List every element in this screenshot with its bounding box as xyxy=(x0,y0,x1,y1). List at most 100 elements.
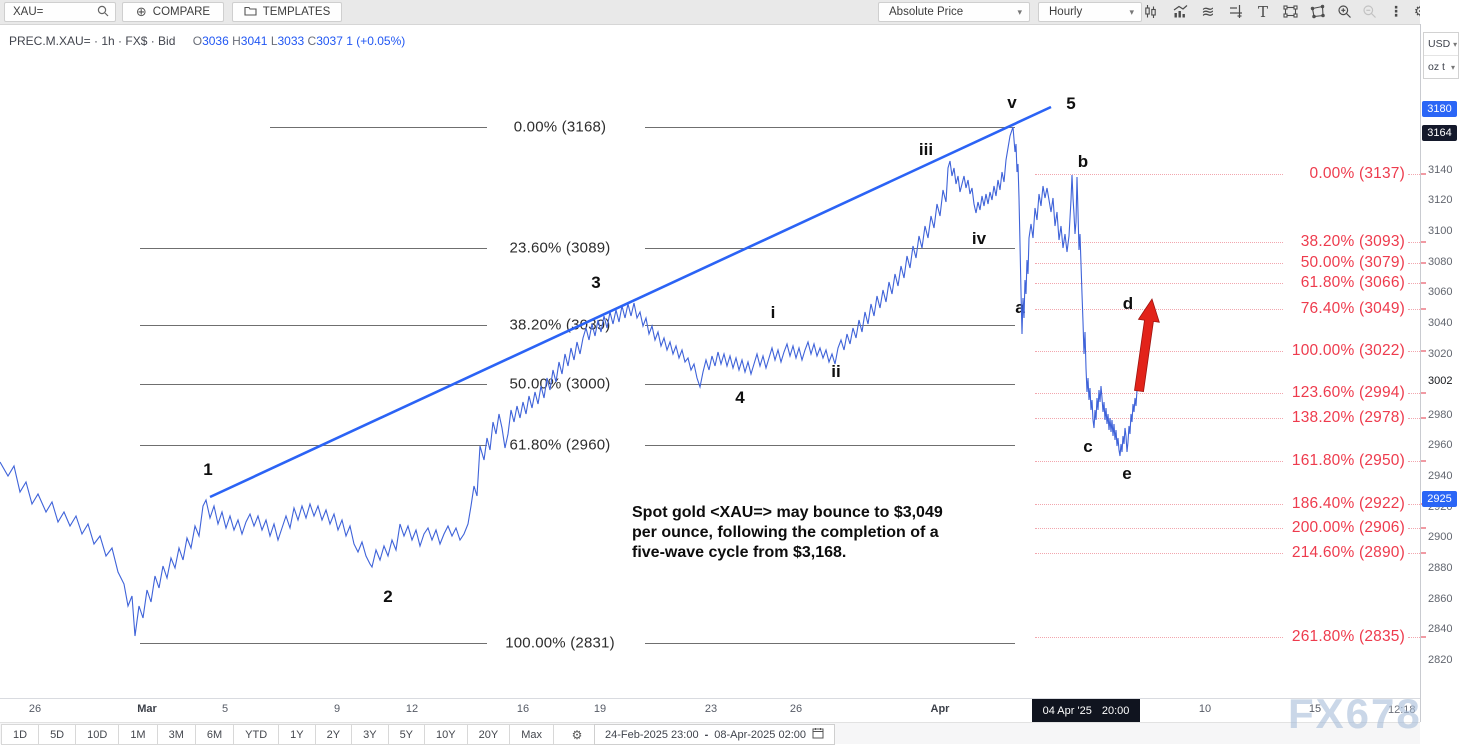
symbol-search-value: XAU= xyxy=(13,6,44,18)
axis-level-mark xyxy=(1421,416,1426,419)
fib-projection-label: 261.80% (2835) xyxy=(1291,627,1405,645)
fib-projection-line xyxy=(1408,417,1420,419)
elliott-wave-label: e xyxy=(1122,464,1132,483)
ohlc-value: 3036 xyxy=(202,34,233,48)
range-separator: - xyxy=(704,728,709,741)
date-range-picker[interactable]: 24-Feb-2025 23:00 - 08-Apr-2025 02:00 xyxy=(594,724,835,745)
fib-retracement-tool-icon[interactable] xyxy=(1224,1,1248,22)
fib-projection-line xyxy=(1408,460,1420,462)
series-title: PREC.M.XAU= · 1h · FX$ · Bid xyxy=(9,34,176,48)
axis-level-mark xyxy=(1421,459,1426,462)
price-tick: 3060 xyxy=(1428,286,1453,299)
fib-projection-line xyxy=(1408,283,1420,285)
price-tick: 2880 xyxy=(1428,561,1453,574)
price-badge: 3164 xyxy=(1422,125,1457,142)
fib-retracement-line xyxy=(645,324,1015,326)
period-button-20y[interactable]: 20Y xyxy=(466,724,511,745)
elliott-wave-label: 3 xyxy=(591,273,601,292)
period-button-1d[interactable]: 1D xyxy=(1,724,40,745)
period-button-5y[interactable]: 5Y xyxy=(387,724,426,745)
range-end: 08-Apr-2025 02:00 xyxy=(714,728,806,741)
fib-retracement-line xyxy=(140,643,487,644)
fib-retracement-label: 38.20% (3039) xyxy=(509,316,611,334)
price-mode-value: Absolute Price xyxy=(889,6,964,18)
fib-retracement-label: 0.00% (3168) xyxy=(513,118,607,136)
period-button-5d[interactable]: 5D xyxy=(38,724,77,745)
period-button-1m[interactable]: 1M xyxy=(118,724,158,745)
price-badge: 2925 xyxy=(1422,491,1457,508)
compare-button[interactable]: ⊕ COMPARE xyxy=(122,2,224,22)
ohlc-value: 3037 xyxy=(316,34,347,48)
fib-projection-line xyxy=(1035,552,1283,554)
price-tick: 3120 xyxy=(1428,194,1453,207)
unit-value: oz t xyxy=(1428,61,1445,73)
period-button-3m[interactable]: 3M xyxy=(156,724,196,745)
crosshair-date: 04 Apr '25 xyxy=(1042,704,1092,717)
ohlc-key: L xyxy=(270,34,278,48)
ohlc-key: C xyxy=(307,34,317,48)
price-tick: 3040 xyxy=(1428,316,1453,329)
templates-button[interactable]: TEMPLATES xyxy=(232,2,342,22)
price-axis-border xyxy=(1420,24,1421,722)
wave-pattern-icon[interactable]: ≋ xyxy=(1201,3,1215,21)
fib-projection-line xyxy=(1035,309,1283,311)
chevron-down-icon: ▾ xyxy=(1450,62,1455,72)
fib-projection-line xyxy=(1035,283,1283,285)
fib-projection-line xyxy=(1408,241,1420,243)
indicators-icon[interactable] xyxy=(1168,1,1192,22)
ohlc-values: O3036 H3041 L3033 C3037 1 (+0.05%) xyxy=(193,34,406,48)
rectangle-tool-icon[interactable] xyxy=(1278,1,1302,22)
period-button-max[interactable]: Max xyxy=(509,724,554,745)
fib-projection-line xyxy=(1035,460,1283,462)
period-buttons: 1D 5D 10D 1M 3M 6M YTD 1Y 2Y 3Y 5Y 10Y 20Y Max ⚙ xyxy=(1,724,601,745)
text-tool-icon[interactable]: T xyxy=(1257,2,1268,21)
currency-selector[interactable]: USD ▾ xyxy=(1424,33,1458,55)
price-tick: 2900 xyxy=(1428,531,1453,544)
period-button-3y[interactable]: 3Y xyxy=(351,724,389,745)
polygon-tool-icon[interactable] xyxy=(1305,1,1329,22)
currency-value: USD xyxy=(1428,38,1451,50)
axis-level-mark xyxy=(1421,349,1426,352)
fib-projection-label: 100.00% (3022) xyxy=(1291,341,1405,359)
candlestick-chart-icon[interactable] xyxy=(1138,1,1162,22)
elliott-wave-label: i xyxy=(770,303,776,322)
fib-projection-label: 214.60% (2890) xyxy=(1291,543,1405,561)
period-button-ytd[interactable]: YTD xyxy=(233,724,280,745)
zoom-out-icon[interactable] xyxy=(1357,1,1381,22)
period-button-10d[interactable]: 10D xyxy=(75,724,120,745)
time-tick: 16 xyxy=(516,703,530,715)
period-button-2y[interactable]: 2Y xyxy=(314,724,353,745)
time-axis[interactable]: 04 Apr '25 20:00 12:18 ⚙ 26Mar5912161923… xyxy=(0,698,1460,722)
fib-retracement-line xyxy=(645,445,1015,447)
axis-level-mark xyxy=(1421,240,1426,243)
axis-level-mark xyxy=(1421,308,1426,311)
fib-retracement-line xyxy=(140,324,487,326)
templates-label: TEMPLATES xyxy=(262,6,331,18)
interval-dropdown[interactable]: Hourly ▾ xyxy=(1038,2,1142,22)
period-button-6m[interactable]: 6M xyxy=(194,724,235,745)
symbol-search-input[interactable]: XAU= xyxy=(4,2,116,22)
elliott-wave-label: v xyxy=(1007,93,1017,112)
price-mode-dropdown[interactable]: Absolute Price ▾ xyxy=(878,2,1030,22)
crosshair-time: 20:00 xyxy=(1101,704,1130,717)
elliott-wave-label: 1 xyxy=(203,460,213,479)
period-button-10y[interactable]: 10Y xyxy=(424,724,468,745)
fib-projection-line xyxy=(1035,417,1283,419)
time-tick: 5 xyxy=(221,703,229,715)
folder-icon xyxy=(244,5,257,19)
fib-projection-label: 123.60% (2994) xyxy=(1291,384,1405,402)
price-axis[interactable]: USD ▾ oz t ▾ 3140 3120 3100 3080 3060 3040 302… xyxy=(1420,0,1460,744)
fib-projection-label: 61.80% (3066) xyxy=(1300,274,1405,292)
zoom-in-icon[interactable] xyxy=(1332,1,1356,22)
elliott-wave-label: a xyxy=(1015,298,1025,317)
fib-projection-line xyxy=(1408,174,1420,176)
fib-projection-line xyxy=(1408,552,1420,554)
elliott-wave-label: ii xyxy=(831,362,841,381)
unit-selector[interactable]: oz t ▾ xyxy=(1424,55,1458,78)
period-button-1y[interactable]: 1Y xyxy=(278,724,316,745)
time-tick: 26 xyxy=(28,703,42,715)
axis-level-mark xyxy=(1421,635,1426,638)
more-options-icon[interactable]: ⋮ xyxy=(1389,3,1403,19)
fib-projection-line xyxy=(1408,263,1420,265)
